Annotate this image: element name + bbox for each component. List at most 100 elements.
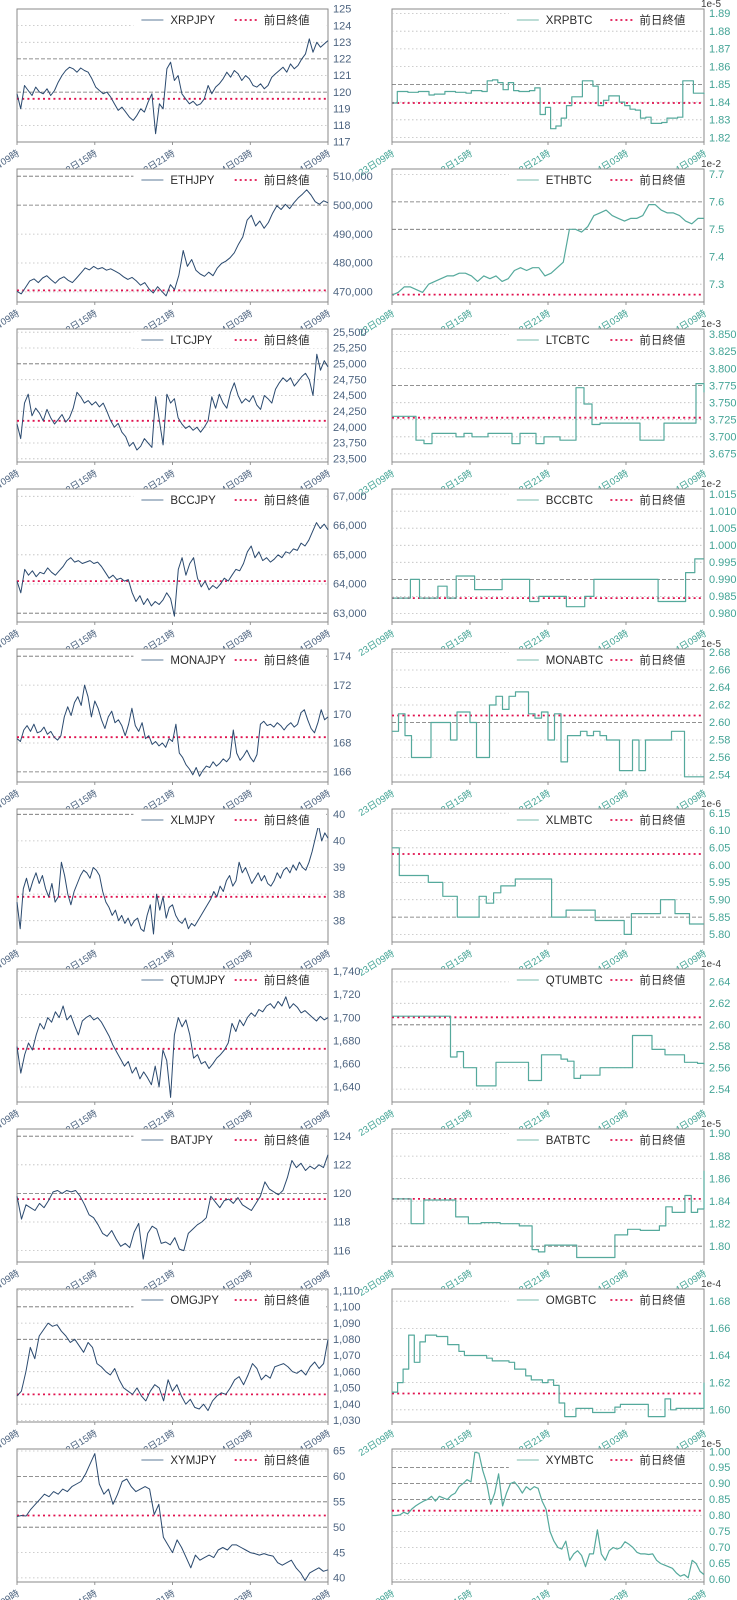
- scale-offset-label: 1e-5: [701, 0, 721, 10]
- y-tick-label: 0.985: [709, 591, 737, 603]
- legend-background: [133, 492, 327, 508]
- y-tick-label: 7.6: [709, 197, 724, 209]
- y-tick-label: 124: [333, 20, 351, 32]
- plot-area: [391, 168, 705, 303]
- chart-cell-OMGBTC: OMGBTC 前日終値 1.60 1.62 1.64 1.66 1.68 23日09時 23日1…: [357, 1279, 737, 1459]
- y-tick-label: 1,640: [333, 1082, 361, 1094]
- y-tick-label: 2.58: [709, 1041, 730, 1053]
- chart-cell-XYMJPY: XYMJPY 前日終値 40 45 50 55 60 65 23日09時 23日15時 23日21時…: [0, 1440, 368, 1600]
- y-tick-label: 1.64: [709, 1350, 730, 1362]
- chart-cell-XYMBTC: XYMBTC 前日終値 0.60 0.65 0.70 0.75 0.80 0.85 0.90 0.…: [357, 1439, 737, 1600]
- legend-prev-label: 前日終値: [639, 493, 685, 507]
- y-tick-label: 2.56: [709, 752, 730, 764]
- price-line: [392, 558, 704, 608]
- price-line: [16, 824, 329, 935]
- legend-prev-label: 前日終値: [264, 1453, 310, 1467]
- plot-area: [16, 328, 329, 463]
- y-tick-label: 116: [333, 1245, 351, 1257]
- legend-prev-label: 前日終値: [639, 653, 685, 667]
- y-tick-label: 40: [333, 1573, 345, 1585]
- plot-area: [391, 1128, 705, 1263]
- y-tick-label: 119: [333, 104, 351, 116]
- chart-cell-BCCJPY: BCCJPY 前日終値 63,000 64,000 65,000 66,000 67,000…: [0, 480, 368, 659]
- chart-XRPBTC: XRPBTC 前日終値 1.82 1.83 1.84 1.85 1.86 1.87 1.88 1.…: [357, 0, 731, 179]
- y-tick-label: 2.60: [709, 1020, 730, 1032]
- legend-background: [133, 1132, 327, 1148]
- x-tick-label: 23日15時: [60, 1588, 100, 1600]
- y-tick-label: 2.62: [709, 700, 730, 712]
- price-line: [16, 684, 329, 777]
- y-tick-label: 5.80: [709, 929, 730, 941]
- y-tick-label: 1.82: [709, 1218, 730, 1230]
- legend-series-label: BATBTC: [546, 1135, 591, 1147]
- x-tick-label: 24日09時: [669, 1588, 709, 1600]
- legend-series-label: LTCJPY: [170, 335, 212, 347]
- plot-area: [391, 8, 705, 143]
- legend-background: [508, 652, 703, 668]
- legend-background: [133, 652, 327, 668]
- y-tick-label: 118: [333, 1217, 351, 1229]
- y-tick-label: 1,060: [333, 1366, 361, 1378]
- legend-prev-label: 前日終値: [639, 973, 685, 987]
- chart-XLMBTC: XLMBTC 前日終値 5.80 5.85 5.90 5.95 6.00 6.05 6.10 6.…: [357, 799, 731, 979]
- y-tick-label: 172: [333, 680, 351, 692]
- y-tick-label: 64,000: [333, 579, 367, 591]
- y-tick-label: 1,700: [333, 1012, 361, 1024]
- y-tick-label: 66,000: [333, 520, 367, 532]
- y-tick-label: 5.95: [709, 877, 730, 889]
- price-line: [16, 38, 329, 135]
- scale-offset-label: 1e-4: [701, 1279, 721, 1290]
- x-tick-label: 23日21時: [513, 1588, 553, 1600]
- price-line: [16, 522, 329, 617]
- chart-BATBTC: BATBTC 前日終値1.801.821.841.861.881.9023日09時…: [357, 1119, 731, 1299]
- legend-series-label: QTUMBTC: [546, 975, 603, 987]
- legend-series-label: XRPBTC: [546, 15, 593, 27]
- scale-offset-label: 1e-5: [701, 1119, 721, 1130]
- y-tick-label: 2.66: [709, 665, 730, 677]
- y-tick-label: 1.62: [709, 1377, 730, 1389]
- legend-prev-label: 前日終値: [264, 173, 310, 187]
- chart-XYMJPY: XYMJPY 前日終値 40 45 50 55 60 65 23日09時 23日15時 23日21時…: [0, 1446, 345, 1600]
- y-tick-label: 166: [333, 767, 351, 779]
- chart-cell-LTCBTC: LTCBTC 前日終値 3.675 3.700 3.725 3.750 3.775 3.800…: [357, 319, 737, 499]
- legend-background: [508, 972, 703, 988]
- y-tick-label: 1,680: [333, 1035, 361, 1047]
- legend-prev-label: 前日終値: [639, 13, 685, 27]
- chart-cell-XLMJPY: XLMJPY 前日終値 38 38 39 40 40 23日09時 23日15時 23日21時 24…: [0, 800, 368, 979]
- y-tick-label: 60: [333, 1471, 345, 1483]
- price-line: [392, 691, 704, 778]
- chart-cell-BCCBTC: BCCBTC 前日終値 0.980 0.985 0.990 0.995 1.000 1.005…: [357, 479, 737, 659]
- chart-LTCBTC: LTCBTC 前日終値 3.675 3.700 3.725 3.750 3.775 3.800…: [357, 319, 737, 499]
- y-tick-label: 0.70: [709, 1542, 730, 1554]
- legend-series-label: MONAJPY: [170, 655, 226, 667]
- y-tick-label: 3.750: [709, 397, 737, 409]
- y-tick-label: 1.010: [709, 506, 737, 518]
- y-tick-label: 120: [333, 87, 351, 99]
- y-tick-label: 2.62: [709, 998, 730, 1010]
- legend-series-label: BCCJPY: [170, 495, 216, 507]
- y-tick-label: 2.64: [709, 977, 730, 989]
- y-tick-label: 2.56: [709, 1062, 730, 1074]
- y-tick-label: 500,000: [333, 200, 373, 212]
- legend-prev-label: 前日終値: [264, 13, 310, 27]
- legend-prev-label: 前日終値: [639, 173, 685, 187]
- scale-offset-label: 1e-2: [701, 479, 721, 490]
- y-tick-label: 24,500: [333, 390, 367, 402]
- y-tick-label: 2.64: [709, 682, 730, 694]
- x-tick-label: 24日03時: [215, 1588, 255, 1600]
- y-tick-label: 1.80: [709, 1241, 730, 1253]
- y-tick-label: 1.82: [709, 132, 730, 144]
- chart-cell-XLMBTC: XLMBTC 前日終値 5.80 5.85 5.90 5.95 6.00 6.05 6.10 6.…: [357, 799, 737, 979]
- y-tick-label: 174: [333, 651, 351, 663]
- y-tick-label: 2.54: [709, 1084, 730, 1096]
- y-tick-label: 1.000: [709, 540, 737, 552]
- y-tick-label: 0.75: [709, 1526, 730, 1538]
- chart-cell-LTCJPY: LTCJPY 前日終値 23,500 23,750 24,000 24,250 24,500…: [0, 320, 368, 499]
- y-tick-label: 1.83: [709, 115, 730, 127]
- y-tick-label: 117: [333, 137, 351, 149]
- scale-offset-label: 1e-3: [701, 319, 721, 330]
- legend-background: [133, 172, 327, 188]
